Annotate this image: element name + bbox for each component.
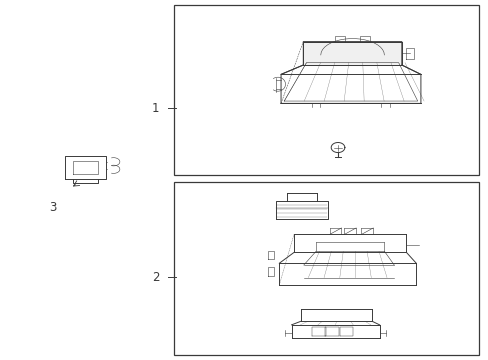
Text: 2: 2: [151, 271, 159, 284]
Polygon shape: [303, 42, 401, 65]
Bar: [173, 182, 478, 355]
Bar: [173, 5, 478, 175]
Text: 3: 3: [49, 201, 57, 213]
Text: 1: 1: [151, 102, 159, 114]
